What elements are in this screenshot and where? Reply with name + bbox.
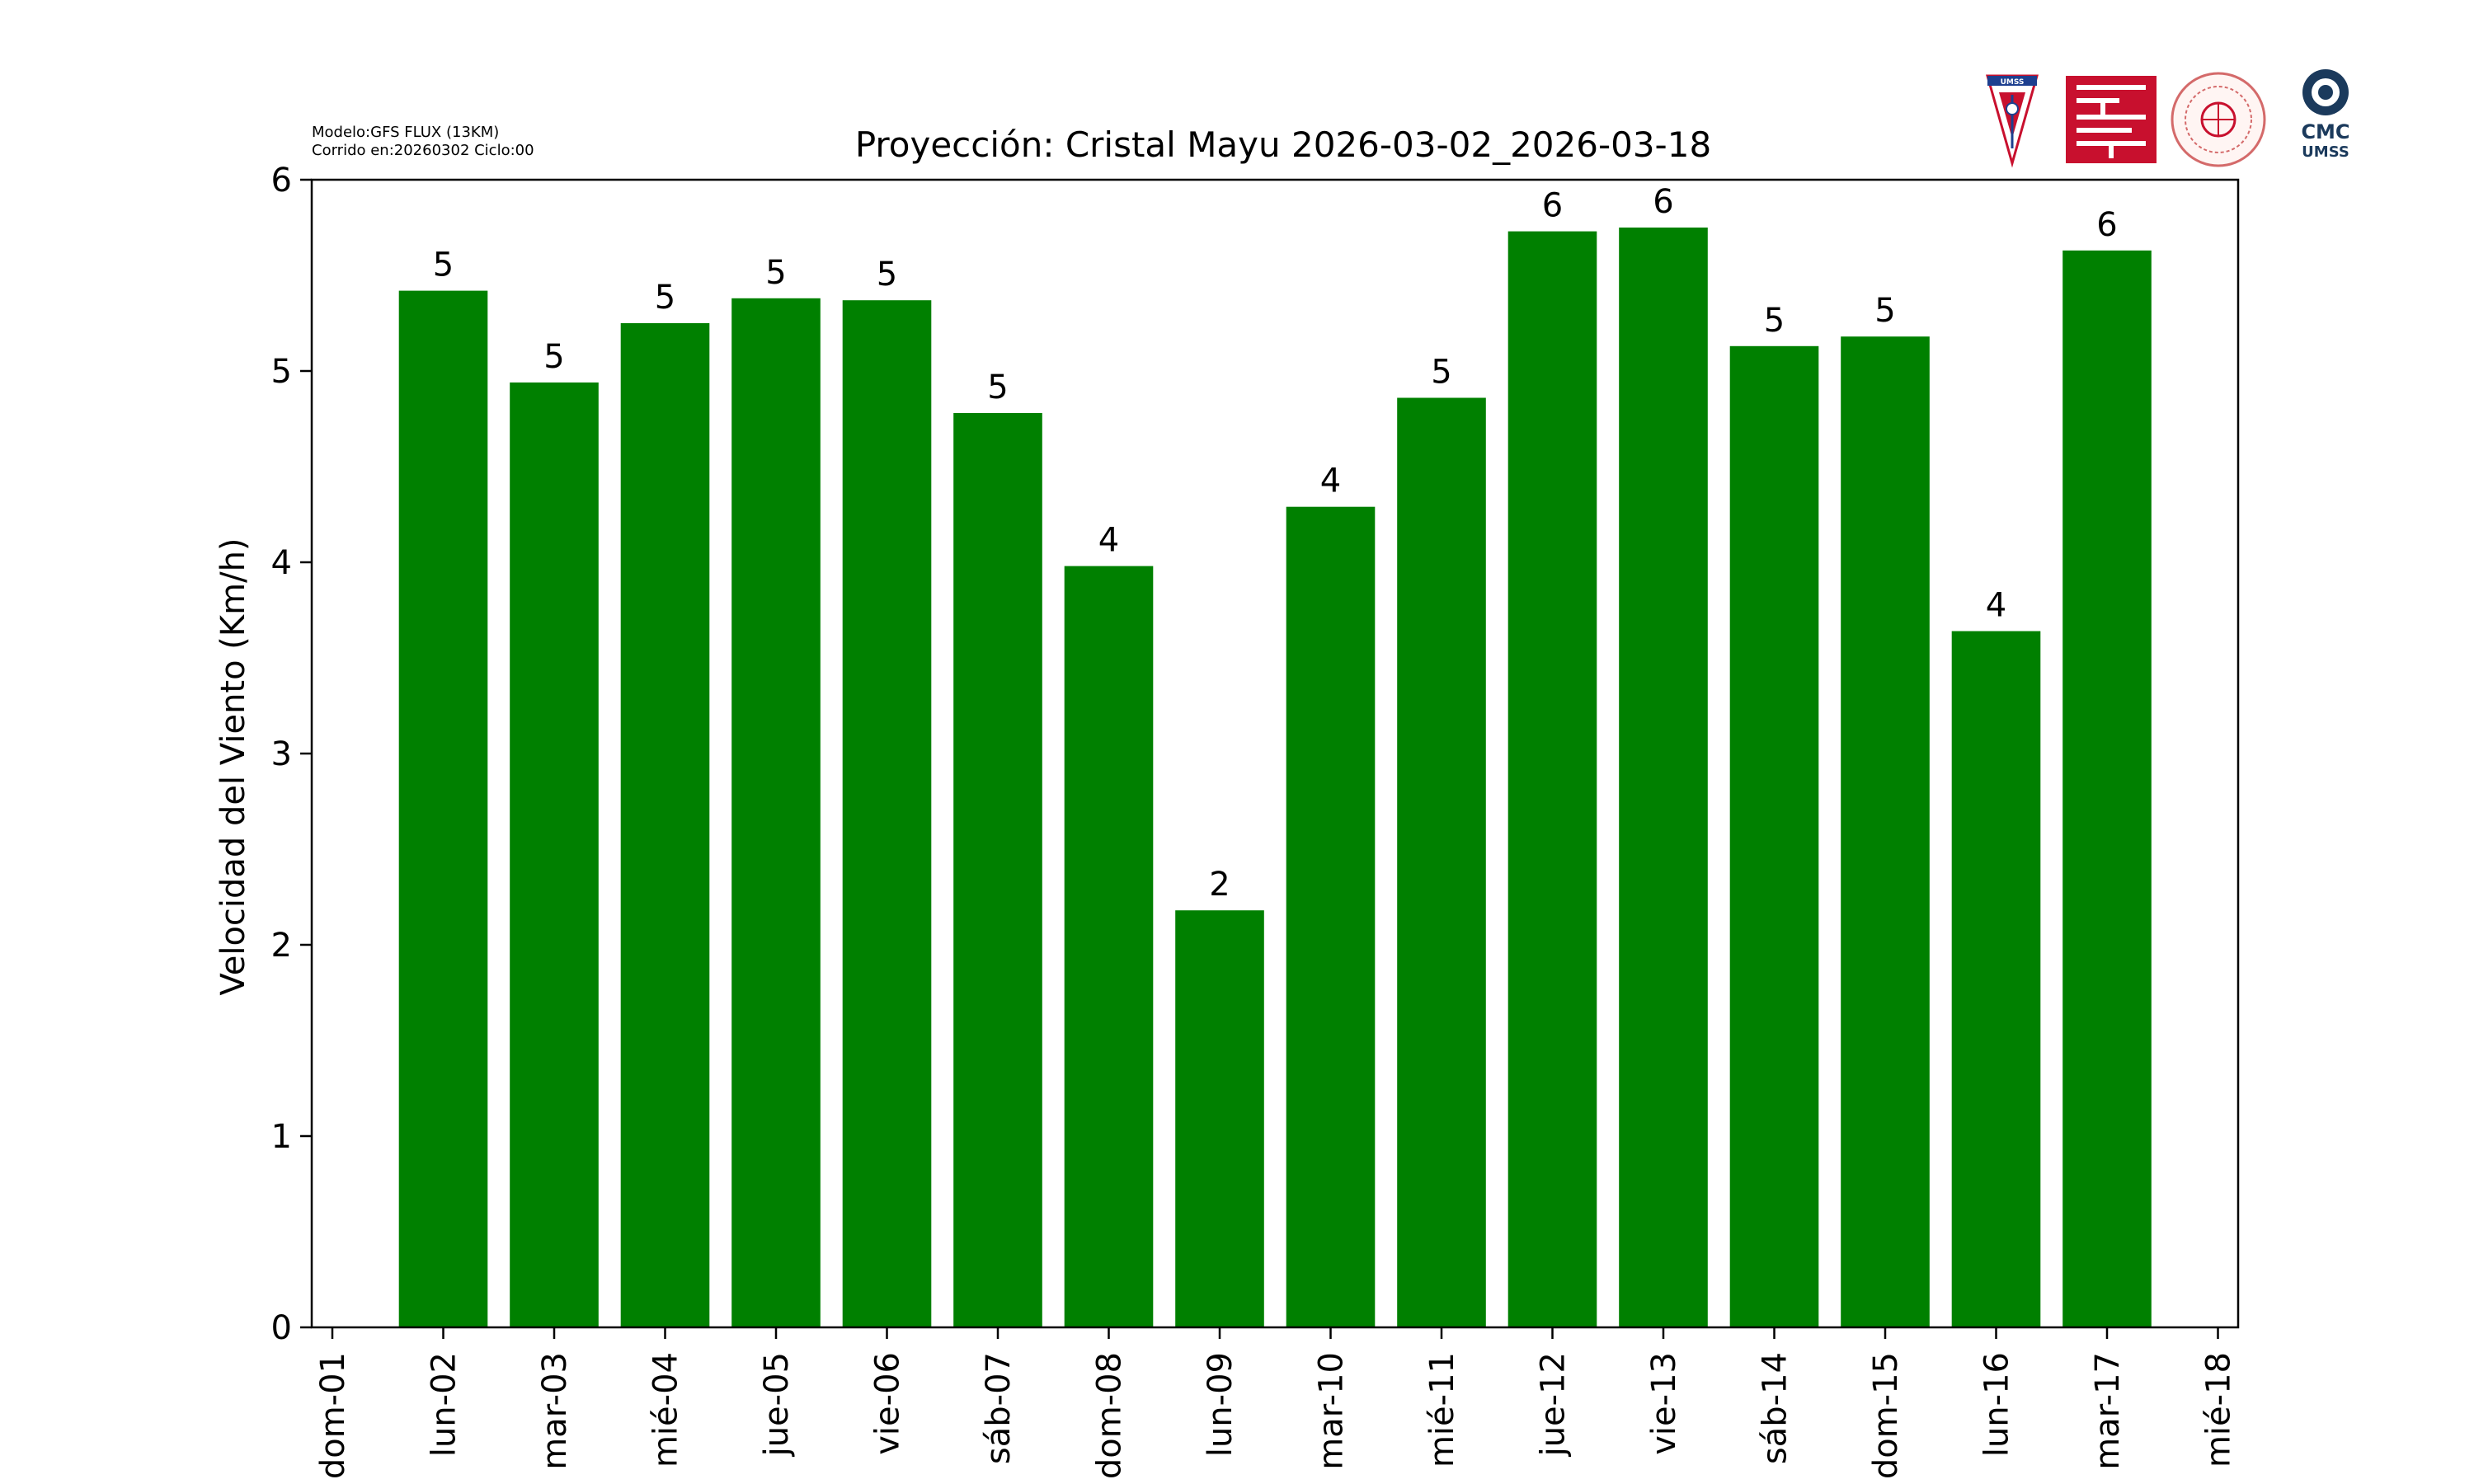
x-tick-label: lun-16 [1978,1352,2016,1457]
x-tick-label: jue-05 [758,1352,796,1457]
bar-vie-06 [842,300,932,1328]
data-label: 4 [1986,587,2006,625]
bar-lun-02 [398,290,488,1328]
bar-vie-13 [1619,228,1708,1327]
x-tick-label: sáb-07 [980,1352,1018,1464]
x-tick-label: mié-04 [647,1352,685,1468]
data-label: 4 [1098,522,1119,560]
bars-layer [398,228,2152,1328]
chart-title: Proyección: Cristal Mayu 2026-03-02_2026… [855,124,1711,165]
x-tick-label: jue-12 [1535,1352,1573,1457]
bar-lun-09 [1175,910,1264,1327]
y-tick-label: 2 [271,927,292,965]
cmc-logo: CMC UMSS [2301,69,2350,161]
cmc-logo-sublabel: UMSS [2302,143,2349,161]
umss-shield-logo: UMSS [1986,74,2039,168]
data-label: 5 [433,247,454,284]
bar-mié-04 [620,323,710,1327]
model-info: Modelo:GFS FLUX (13KM) Corrido en:202603… [312,124,534,160]
x-tick-label: dom-01 [314,1352,352,1479]
x-tick-label: dom-08 [1091,1352,1129,1479]
department-seal-logo [2171,72,2266,167]
x-tick-label: mié-18 [2200,1352,2238,1468]
x-tick-label: lun-02 [426,1352,463,1457]
data-label: 5 [1431,354,1451,392]
x-ticks-layer: dom-01 lun-02 mar-03 mié-04 jue-05 vie-06 sáb-… [314,1327,2238,1479]
data-label: 5 [987,369,1008,406]
data-label: 5 [1874,292,1895,330]
faculty-logo [2066,76,2157,163]
data-label: 6 [1653,183,1673,221]
data-label: 2 [1209,866,1230,904]
bar-dom-15 [1841,336,1930,1328]
data-label: 5 [765,254,786,292]
y-tick-label: 0 [271,1309,292,1347]
data-label: 4 [1320,463,1341,500]
data-label: 6 [1542,187,1563,225]
x-tick-label: mié-11 [1423,1352,1461,1468]
bar-dom-08 [1064,566,1154,1327]
y-tick-label: 5 [271,353,292,391]
y-tick-label: 3 [271,735,292,773]
x-tick-label: vie-13 [1645,1352,1683,1455]
y-tick-label: 6 [271,162,292,200]
x-tick-label: mar-17 [2089,1352,2127,1470]
data-label: 5 [877,256,897,294]
y-tick-label: 4 [271,544,292,582]
bar-jue-12 [1507,231,1597,1328]
y-axis-label: Velocidad del Viento (Km/h) [214,538,252,995]
data-label: 5 [1764,302,1785,340]
bar-mar-03 [510,382,599,1327]
plot-frame [310,178,2240,1329]
bar-mié-11 [1397,397,1486,1327]
data-label: 5 [655,279,675,317]
x-tick-label: dom-15 [1867,1352,1905,1479]
umss-logo-label: UMSS [2001,78,2025,87]
y-ticks-layer: 0 1 2 3 4 5 6 [271,162,312,1347]
bar-jue-05 [731,298,821,1327]
run-line: Corrido en:20260302 Ciclo:00 [312,142,534,159]
bar-mar-10 [1286,506,1376,1327]
bar-lun-16 [1951,631,2041,1327]
model-line: Modelo:GFS FLUX (13KM) [312,124,500,141]
cmc-logo-label: CMC [2301,120,2349,143]
x-tick-label: sáb-14 [1757,1352,1794,1464]
data-label: 6 [2096,206,2117,244]
y-tick-label: 1 [271,1118,292,1156]
x-tick-label: mar-10 [1313,1352,1351,1470]
bar-sáb-14 [1729,345,1819,1327]
x-tick-label: lun-09 [1202,1352,1239,1457]
data-label: 5 [543,338,564,376]
institution-logos: UMSS CMC UMSS [1986,69,2350,168]
bar-sáb-07 [953,413,1042,1327]
x-tick-label: vie-06 [869,1352,907,1455]
x-tick-label: mar-03 [536,1352,574,1470]
bar-mar-17 [2062,250,2152,1327]
data-labels-layer: 5 5 5 5 5 5 4 2 4 5 6 6 5 5 4 6 [433,183,2118,904]
